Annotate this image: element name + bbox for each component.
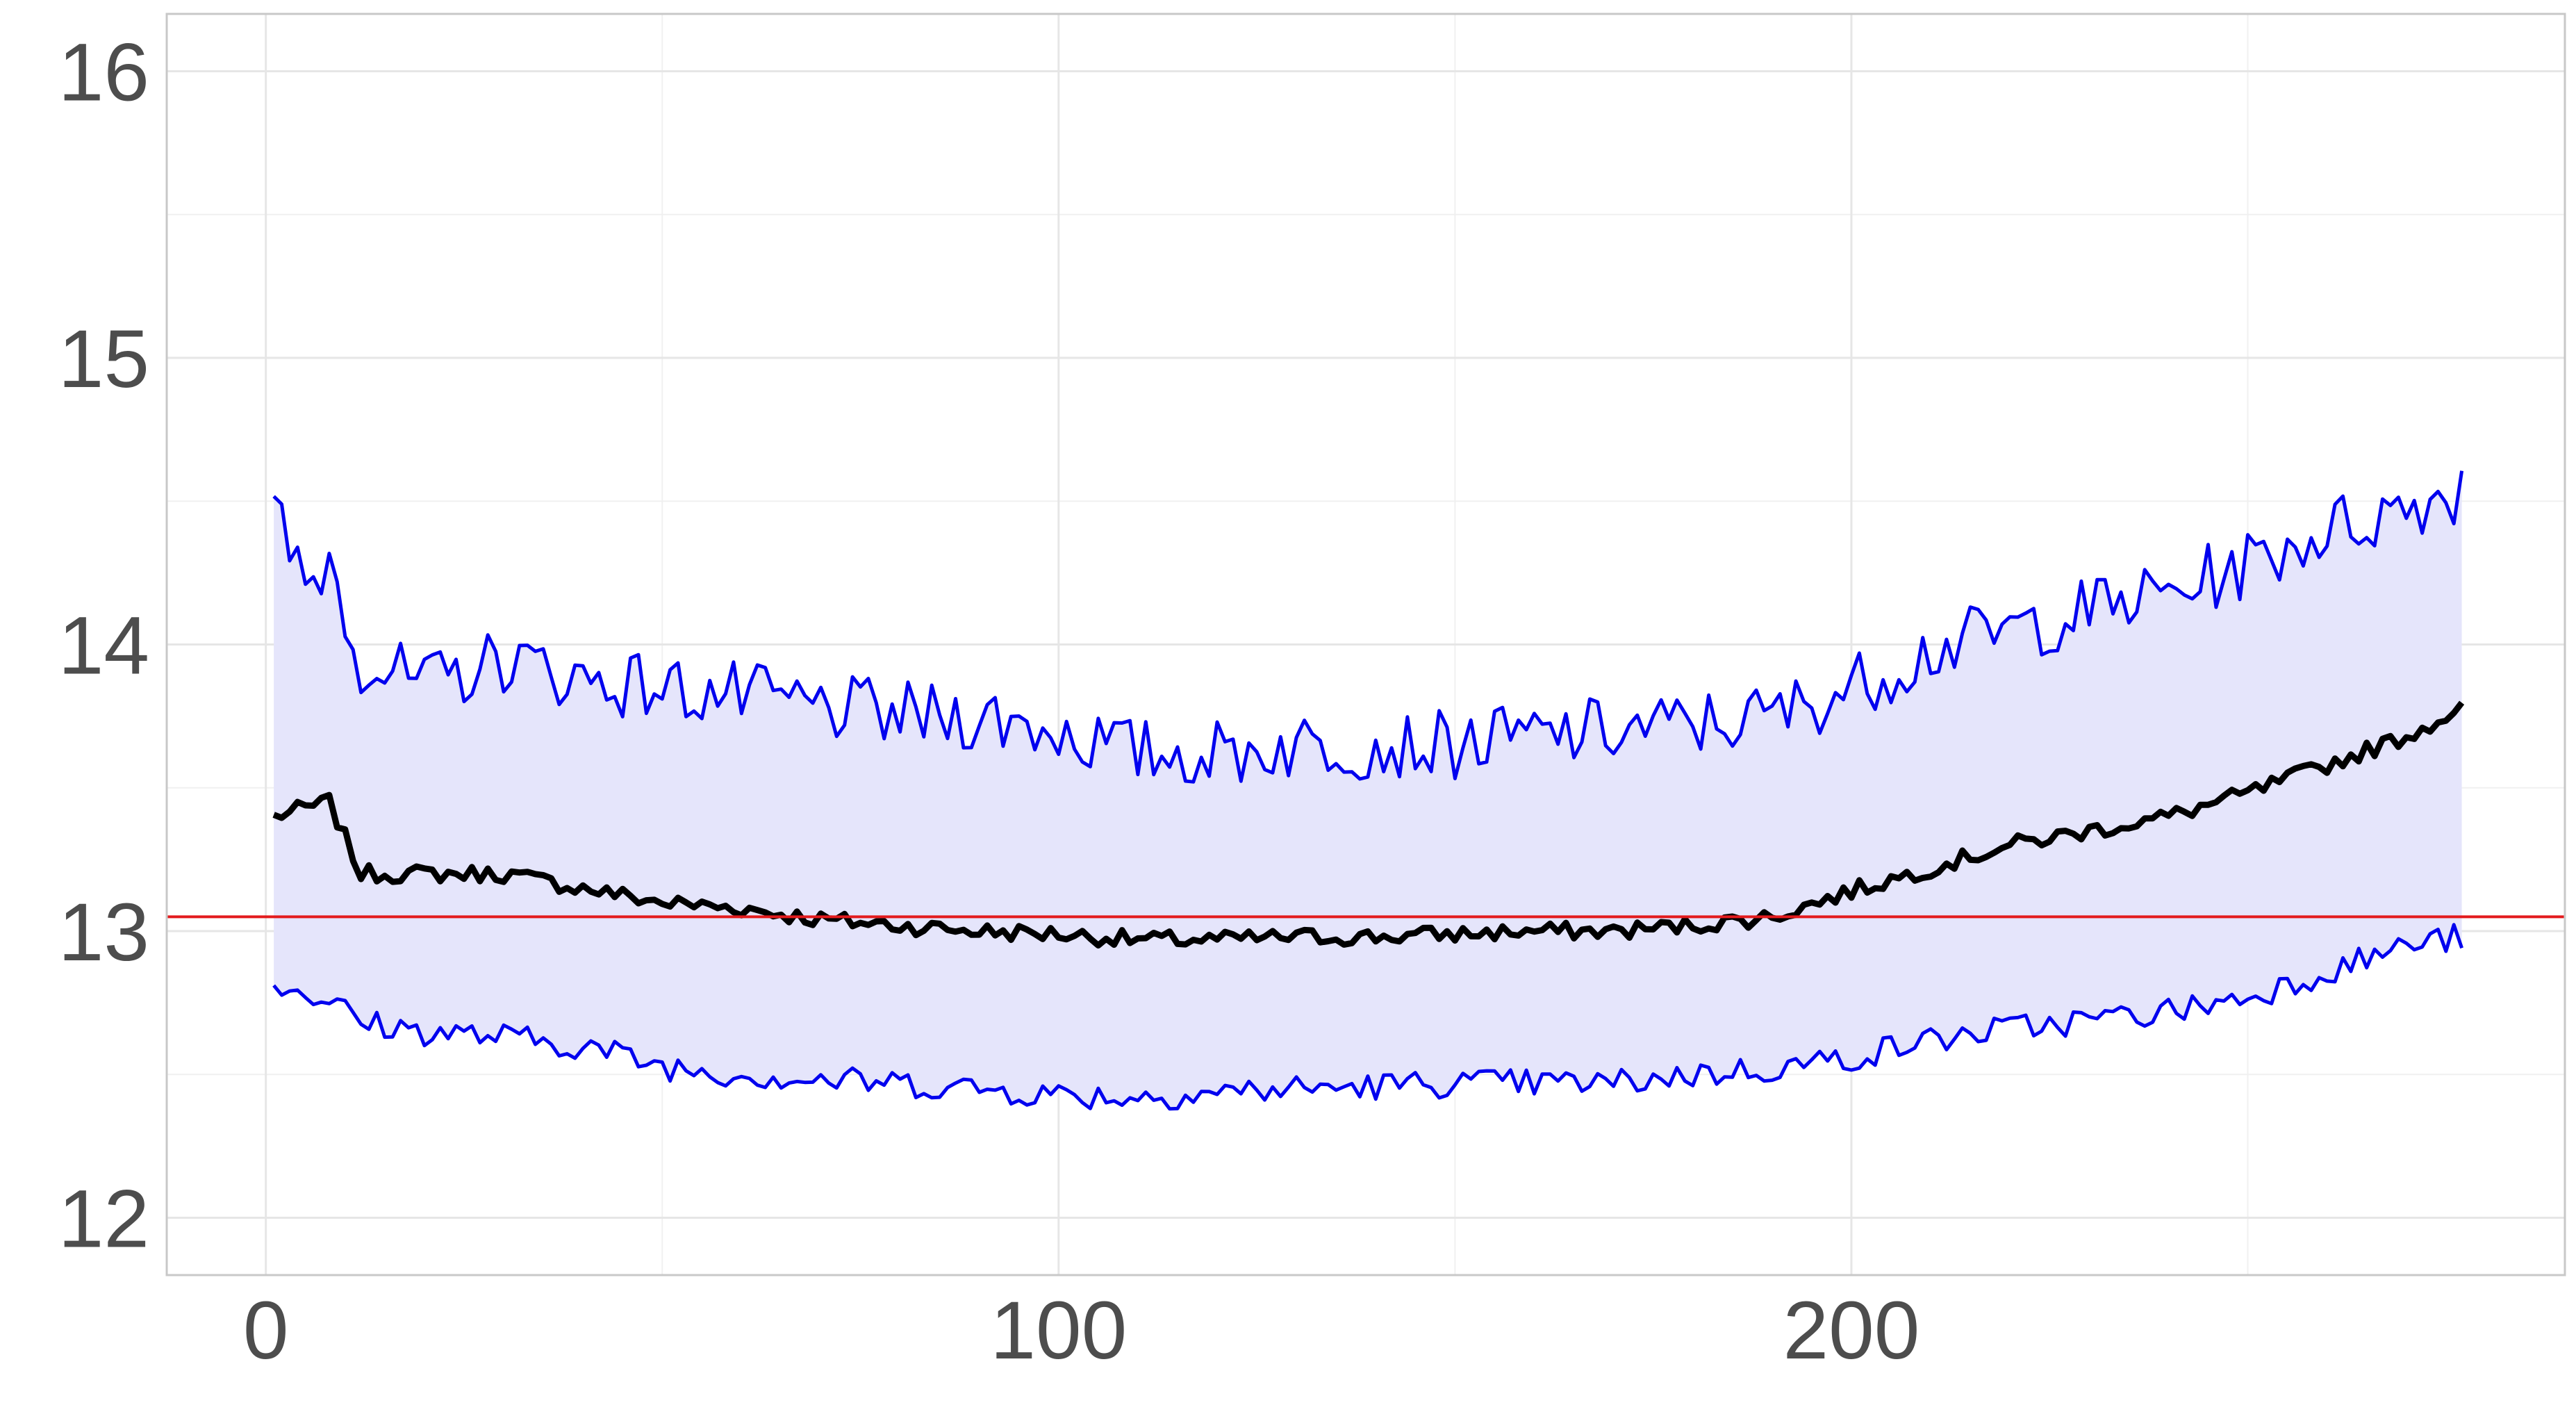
x-tick-label: 200 <box>1783 1285 1920 1377</box>
x-axis: 0 100 200 <box>243 1285 1920 1377</box>
y-tick-label: 13 <box>58 887 149 978</box>
y-tick-label: 14 <box>58 600 149 692</box>
y-axis: 12 13 14 15 16 <box>58 27 149 1265</box>
y-tick-label: 15 <box>58 313 149 405</box>
upper-bound-line <box>272 470 2464 784</box>
center-line <box>272 700 2465 949</box>
confidence-band <box>274 470 2462 1109</box>
x-tick-label: 0 <box>243 1285 289 1377</box>
y-tick-label: 16 <box>58 27 149 119</box>
lower-bound-line <box>272 923 2463 1111</box>
y-tick-label: 12 <box>58 1174 149 1265</box>
panel-border <box>165 13 2566 1276</box>
x-tick-label: 100 <box>990 1285 1127 1377</box>
